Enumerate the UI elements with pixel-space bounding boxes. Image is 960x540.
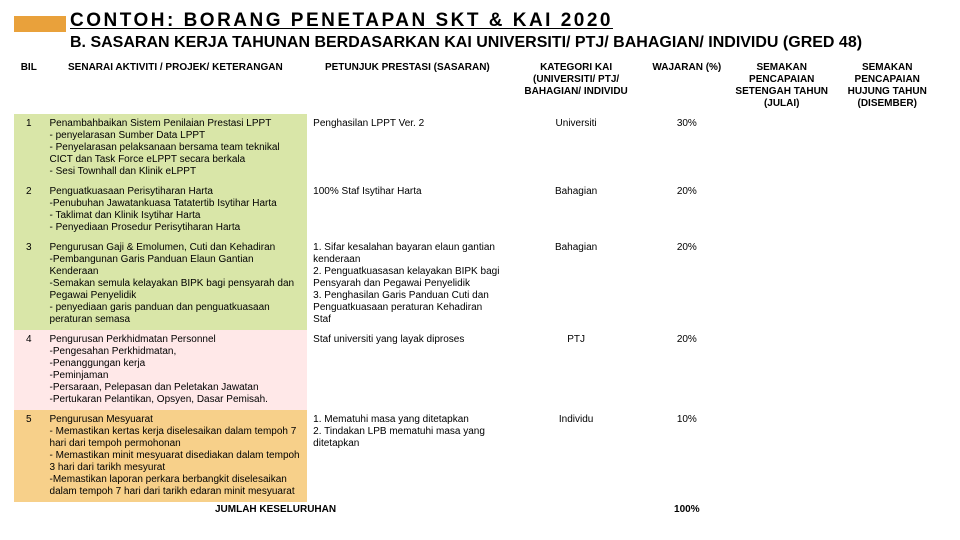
- footer-label: JUMLAH KESELURUHAN: [44, 502, 508, 520]
- cell-wajaran: 30%: [645, 114, 729, 182]
- cell-aktiviti: Penguatkuasaan Perisytiharan Harta -Penu…: [44, 182, 308, 238]
- cell-semakan1: [729, 330, 834, 410]
- cell-semakan2: [834, 114, 940, 182]
- col-bil: BIL: [14, 58, 44, 114]
- table-row: 5Pengurusan Mesyuarat - Memastikan kerta…: [14, 410, 940, 502]
- cell-kategori: Universiti: [508, 114, 645, 182]
- cell-petunjuk: Penghasilan LPPT Ver. 2: [307, 114, 507, 182]
- cell-semakan2: [834, 410, 940, 502]
- cell-wajaran: 20%: [645, 238, 729, 330]
- cell-semakan1: [729, 238, 834, 330]
- page-title: CONTOH: BORANG PENETAPAN SKT & KAI 2020: [70, 10, 613, 32]
- table-row: 4Pengurusan Perkhidmatan Personnel -Peng…: [14, 330, 940, 410]
- cell-aktiviti: Pengurusan Gaji & Emolumen, Cuti dan Keh…: [44, 238, 308, 330]
- table-footer-row: JUMLAH KESELURUHAN 100%: [14, 502, 940, 520]
- page-subtitle: B. SASARAN KERJA TAHUNAN BERDASARKAN KAI…: [70, 34, 940, 52]
- table-body: 1Penambahbaikan Sistem Penilaian Prestas…: [14, 114, 940, 502]
- cell-wajaran: 20%: [645, 330, 729, 410]
- cell-kategori: Bahagian: [508, 238, 645, 330]
- cell-petunjuk: 100% Staf Isytihar Harta: [307, 182, 507, 238]
- col-aktiviti: SENARAI AKTIVITI / PROJEK/ KETERANGAN: [44, 58, 308, 114]
- cell-wajaran: 10%: [645, 410, 729, 502]
- accent-block: [14, 16, 66, 32]
- col-wajaran: WAJARAN (%): [645, 58, 729, 114]
- table-row: 3Pengurusan Gaji & Emolumen, Cuti dan Ke…: [14, 238, 940, 330]
- cell-bil: 5: [14, 410, 44, 502]
- cell-aktiviti: Penambahbaikan Sistem Penilaian Prestasi…: [44, 114, 308, 182]
- cell-semakan1: [729, 182, 834, 238]
- cell-bil: 2: [14, 182, 44, 238]
- cell-semakan2: [834, 238, 940, 330]
- cell-petunjuk: 1. Mematuhi masa yang ditetapkan 2. Tind…: [307, 410, 507, 502]
- cell-wajaran: 20%: [645, 182, 729, 238]
- skt-table: BIL SENARAI AKTIVITI / PROJEK/ KETERANGA…: [14, 58, 940, 520]
- cell-petunjuk: Staf universiti yang layak diproses: [307, 330, 507, 410]
- cell-semakan2: [834, 182, 940, 238]
- table-row: 1Penambahbaikan Sistem Penilaian Prestas…: [14, 114, 940, 182]
- cell-aktiviti: Pengurusan Perkhidmatan Personnel -Penge…: [44, 330, 308, 410]
- cell-kategori: Individu: [508, 410, 645, 502]
- page: CONTOH: BORANG PENETAPAN SKT & KAI 2020 …: [0, 0, 960, 530]
- cell-petunjuk: 1. Sifar kesalahan bayaran elaun gantian…: [307, 238, 507, 330]
- col-semakan2: SEMAKAN PENCAPAIAN HUJUNG TAHUN (DISEMBE…: [834, 58, 940, 114]
- cell-semakan1: [729, 114, 834, 182]
- cell-bil: 1: [14, 114, 44, 182]
- cell-kategori: PTJ: [508, 330, 645, 410]
- cell-semakan1: [729, 410, 834, 502]
- table-row: 2Penguatkuasaan Perisytiharan Harta -Pen…: [14, 182, 940, 238]
- col-petunjuk: PETUNJUK PRESTASI (SASARAN): [307, 58, 507, 114]
- table-head: BIL SENARAI AKTIVITI / PROJEK/ KETERANGA…: [14, 58, 940, 114]
- cell-bil: 4: [14, 330, 44, 410]
- cell-aktiviti: Pengurusan Mesyuarat - Memastikan kertas…: [44, 410, 308, 502]
- col-semakan1: SEMAKAN PENCAPAIAN SETENGAH TAHUN (JULAI…: [729, 58, 834, 114]
- title-row: CONTOH: BORANG PENETAPAN SKT & KAI 2020: [14, 10, 940, 32]
- cell-bil: 3: [14, 238, 44, 330]
- cell-kategori: Bahagian: [508, 182, 645, 238]
- footer-total: 100%: [645, 502, 729, 520]
- col-kategori: KATEGORI KAI (UNIVERSITI/ PTJ/ BAHAGIAN/…: [508, 58, 645, 114]
- cell-semakan2: [834, 330, 940, 410]
